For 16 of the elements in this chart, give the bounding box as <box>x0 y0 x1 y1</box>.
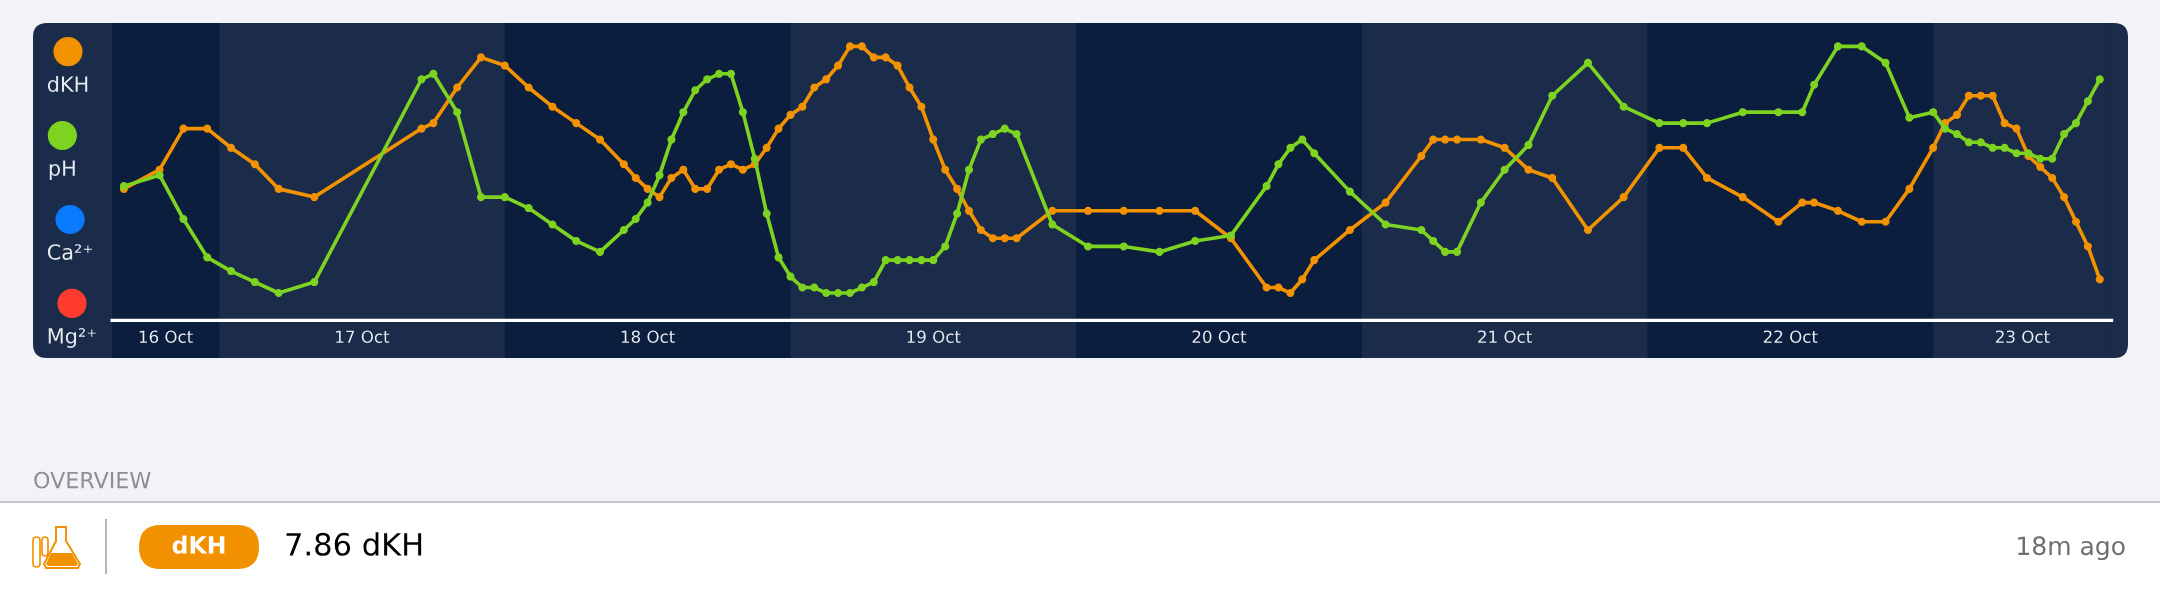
text: 18m ago <box>2018 536 2125 561</box>
legend-label: pH <box>49 160 75 180</box>
text: 7.86 dKH <box>286 532 422 556</box>
x-tick-label: 23 Oct <box>1995 330 2050 344</box>
x-tick-label: 21 Oct <box>1478 330 1532 344</box>
text: OVERVIEW <box>34 471 151 489</box>
x-tick-label: 17 Oct <box>336 330 390 344</box>
x-tick-label: 19 Oct <box>907 330 961 344</box>
text: dKH <box>172 535 225 554</box>
legend-label: Mg²⁺ <box>48 328 96 348</box>
x-tick-label: 22 Oct <box>1763 330 1818 344</box>
x-tick-label: 20 Oct <box>1192 330 1247 344</box>
legend-label: dKH <box>47 75 88 93</box>
x-tick-label: 16 Oct <box>139 330 193 344</box>
legend-label: Ca²⁺ <box>47 244 92 260</box>
x-tick-label: 18 Oct <box>621 330 675 344</box>
